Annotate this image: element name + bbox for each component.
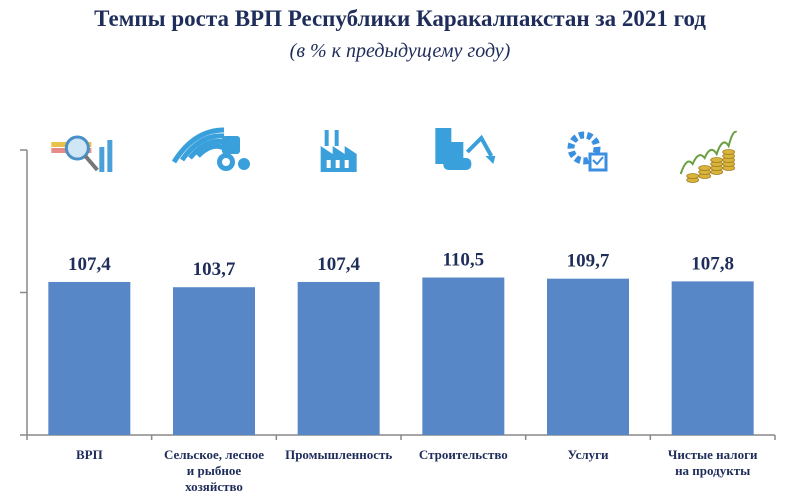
icon-part xyxy=(179,133,225,162)
icon-part xyxy=(324,130,329,146)
icon-part xyxy=(320,146,357,172)
icon-part xyxy=(188,138,225,160)
icon-part xyxy=(107,140,113,172)
category-label: Строительство xyxy=(419,447,508,462)
chart-subtitle: (в % к предыдущему году) xyxy=(289,40,511,62)
data-label: 107,4 xyxy=(317,254,360,275)
icon-part xyxy=(443,158,472,170)
icon-part xyxy=(326,160,331,168)
icon-part xyxy=(679,130,738,175)
icon-part xyxy=(335,160,340,168)
bar-6 xyxy=(671,281,754,435)
data-label: 109,7 xyxy=(567,251,610,272)
factory-icon xyxy=(320,130,357,172)
bar-3 xyxy=(297,281,380,435)
category-label: Услуги xyxy=(567,447,609,462)
category-label: Сельское, лесное xyxy=(164,447,264,462)
data-label: 107,4 xyxy=(68,254,111,275)
icon-part xyxy=(592,156,604,166)
data-label: 110,5 xyxy=(442,250,484,271)
data-label: 107,8 xyxy=(691,253,734,274)
icon-part xyxy=(99,147,105,172)
icon-part xyxy=(64,135,90,161)
coins-growth-icon xyxy=(679,130,738,183)
icon-part xyxy=(238,158,250,170)
category-label: и рыбное xyxy=(187,463,242,478)
icon-part xyxy=(698,165,712,171)
icon-part xyxy=(171,127,225,164)
icon-part xyxy=(344,160,349,168)
bar-5 xyxy=(547,278,629,435)
icon-part xyxy=(222,158,230,166)
icon-part xyxy=(222,136,240,154)
category-label: Промышленность xyxy=(285,447,392,462)
icon-part xyxy=(196,143,226,158)
excavator-building-icon xyxy=(435,128,496,170)
icon-part xyxy=(686,173,700,179)
icon-part xyxy=(722,149,736,155)
bar-1 xyxy=(48,281,131,435)
chart-title: Темпы роста ВРП Республики Каракалпакста… xyxy=(94,6,706,31)
category-label: хозяйство xyxy=(185,479,243,494)
category-label: ВРП xyxy=(76,447,103,462)
icon-part xyxy=(485,156,496,164)
tractor-field-icon xyxy=(171,127,250,171)
category-label: Чистые налоги xyxy=(668,447,758,462)
bar-4 xyxy=(422,277,505,435)
bar-2 xyxy=(173,287,255,435)
icon-part xyxy=(334,130,339,146)
gear-checklist-icon xyxy=(567,131,608,172)
magnifier-chart-icon xyxy=(51,135,113,172)
icon-part xyxy=(83,154,99,172)
category-label: на продукты xyxy=(675,463,750,478)
icon-part xyxy=(465,134,494,157)
icon-part xyxy=(567,131,601,165)
data-label: 103,7 xyxy=(193,259,236,280)
icon-part xyxy=(710,157,724,163)
